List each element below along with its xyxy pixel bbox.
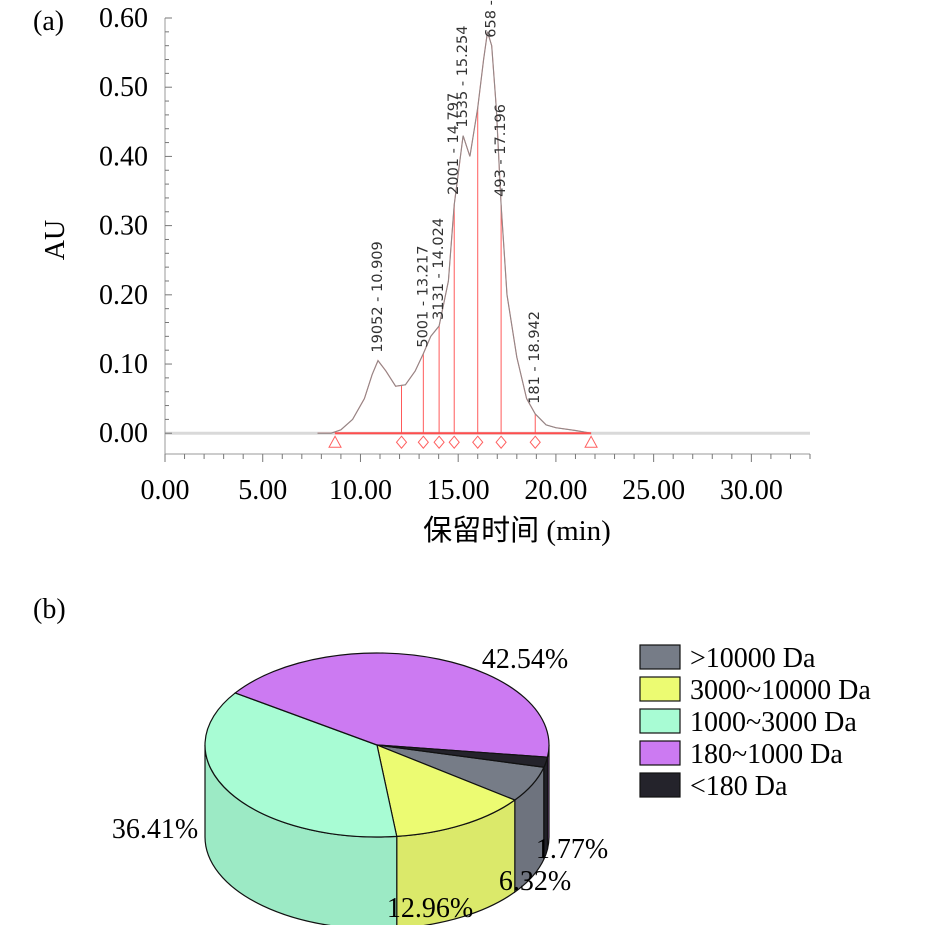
- y-tick-label: 0.10: [99, 349, 148, 380]
- pie-panel: (b) 6.32% 12.96% 36.41% 42.54% 1.77% >10000 …: [33, 594, 871, 925]
- cut-marker: [495, 435, 507, 450]
- cut-marker: [433, 435, 445, 450]
- slice-value-label: 6.32%: [499, 866, 571, 897]
- y-tick-label: 0.20: [99, 280, 148, 311]
- slice-value-label: 12.96%: [387, 893, 473, 924]
- peak-labels: 19052 - 10.909 5001 - 13.217 3131 - 14.024…: [370, 0, 543, 404]
- peak-label: 2001 - 14.797: [446, 93, 462, 195]
- chromatogram-series: [317, 31, 592, 435]
- peak-label: 3131 - 14.024: [431, 218, 447, 320]
- cut-marker: [529, 435, 541, 450]
- legend-label: 180~1000 Da: [690, 739, 843, 770]
- chromatogram-panel: (a) 0.00 0.10 0.20 0.30 0.40 0.50 0.60 0.00 5.0…: [33, 0, 811, 547]
- y-tick-label: 0.30: [99, 211, 148, 242]
- y-axis-label: AU: [40, 220, 71, 260]
- legend-swatch: [639, 644, 681, 670]
- x-tick-label: 10.00: [329, 475, 392, 506]
- cut-marker: [417, 435, 429, 450]
- panel-a-label: (a): [33, 6, 64, 37]
- pie-slice: [376, 744, 517, 838]
- legend-label: 3000~10000 Da: [690, 675, 871, 706]
- y-tick-label: 0.60: [99, 3, 148, 34]
- slice-value-label: 36.41%: [112, 814, 198, 845]
- y-tick-label: 0.50: [99, 72, 148, 103]
- cut-markers: [328, 435, 598, 450]
- x-axis-label: 保留时间 (min): [423, 514, 611, 547]
- x-tick-label: 25.00: [622, 475, 685, 506]
- peak-label: 181 - 18.942: [527, 311, 543, 404]
- slice-value-label: 1.77%: [536, 834, 608, 865]
- x-tick-label: 15.00: [427, 475, 490, 506]
- cut-marker: [472, 435, 484, 450]
- x-tick-label: 30.00: [720, 475, 783, 506]
- end-marker: [328, 435, 342, 448]
- legend-swatch: [639, 740, 681, 766]
- legend-label: >10000 Da: [690, 643, 816, 674]
- legend-swatch: [639, 676, 681, 702]
- pie-slice: [204, 692, 398, 838]
- x-tick-label: 5.00: [238, 475, 287, 506]
- peak-label: 1535 - 15.254: [455, 26, 471, 128]
- y-tick-label: 0.00: [99, 418, 148, 449]
- x-tick-label: 0.00: [141, 475, 190, 506]
- cut-marker: [395, 435, 408, 450]
- x-tick-label: 20.00: [524, 475, 587, 506]
- peak-label: 5001 - 13.217: [415, 246, 431, 348]
- pie-chart: [204, 652, 550, 925]
- legend-label: <180 Da: [690, 771, 788, 802]
- axes: [164, 17, 811, 462]
- slice-value-label: 42.54%: [482, 644, 568, 675]
- pie-slice: [234, 652, 550, 758]
- legend-swatch: [639, 772, 681, 798]
- peak-cut-lines: [334, 107, 536, 434]
- legend-label: 1000~3000 Da: [690, 707, 857, 738]
- panel-b-label: (b): [33, 594, 66, 625]
- y-tick-labels: 0.00 0.10 0.20 0.30 0.40 0.50 0.60: [99, 3, 148, 449]
- peak-label: 658 - 16.715: [484, 0, 500, 38]
- slice-value-labels: 6.32% 12.96% 36.41% 42.54% 1.77%: [112, 644, 608, 924]
- peak-label: 493 - 17.196: [493, 104, 509, 197]
- cut-marker: [448, 435, 460, 450]
- x-tick-labels: 0.00 5.00 10.00 15.00 20.00 25.00 30.00: [141, 475, 783, 506]
- end-marker: [584, 435, 598, 448]
- y-tick-label: 0.40: [99, 141, 148, 172]
- peak-label: 19052 - 10.909: [370, 241, 386, 352]
- chromatogram-trace: [317, 31, 592, 434]
- legend-swatch: [639, 708, 681, 734]
- pie-slice: [376, 744, 549, 768]
